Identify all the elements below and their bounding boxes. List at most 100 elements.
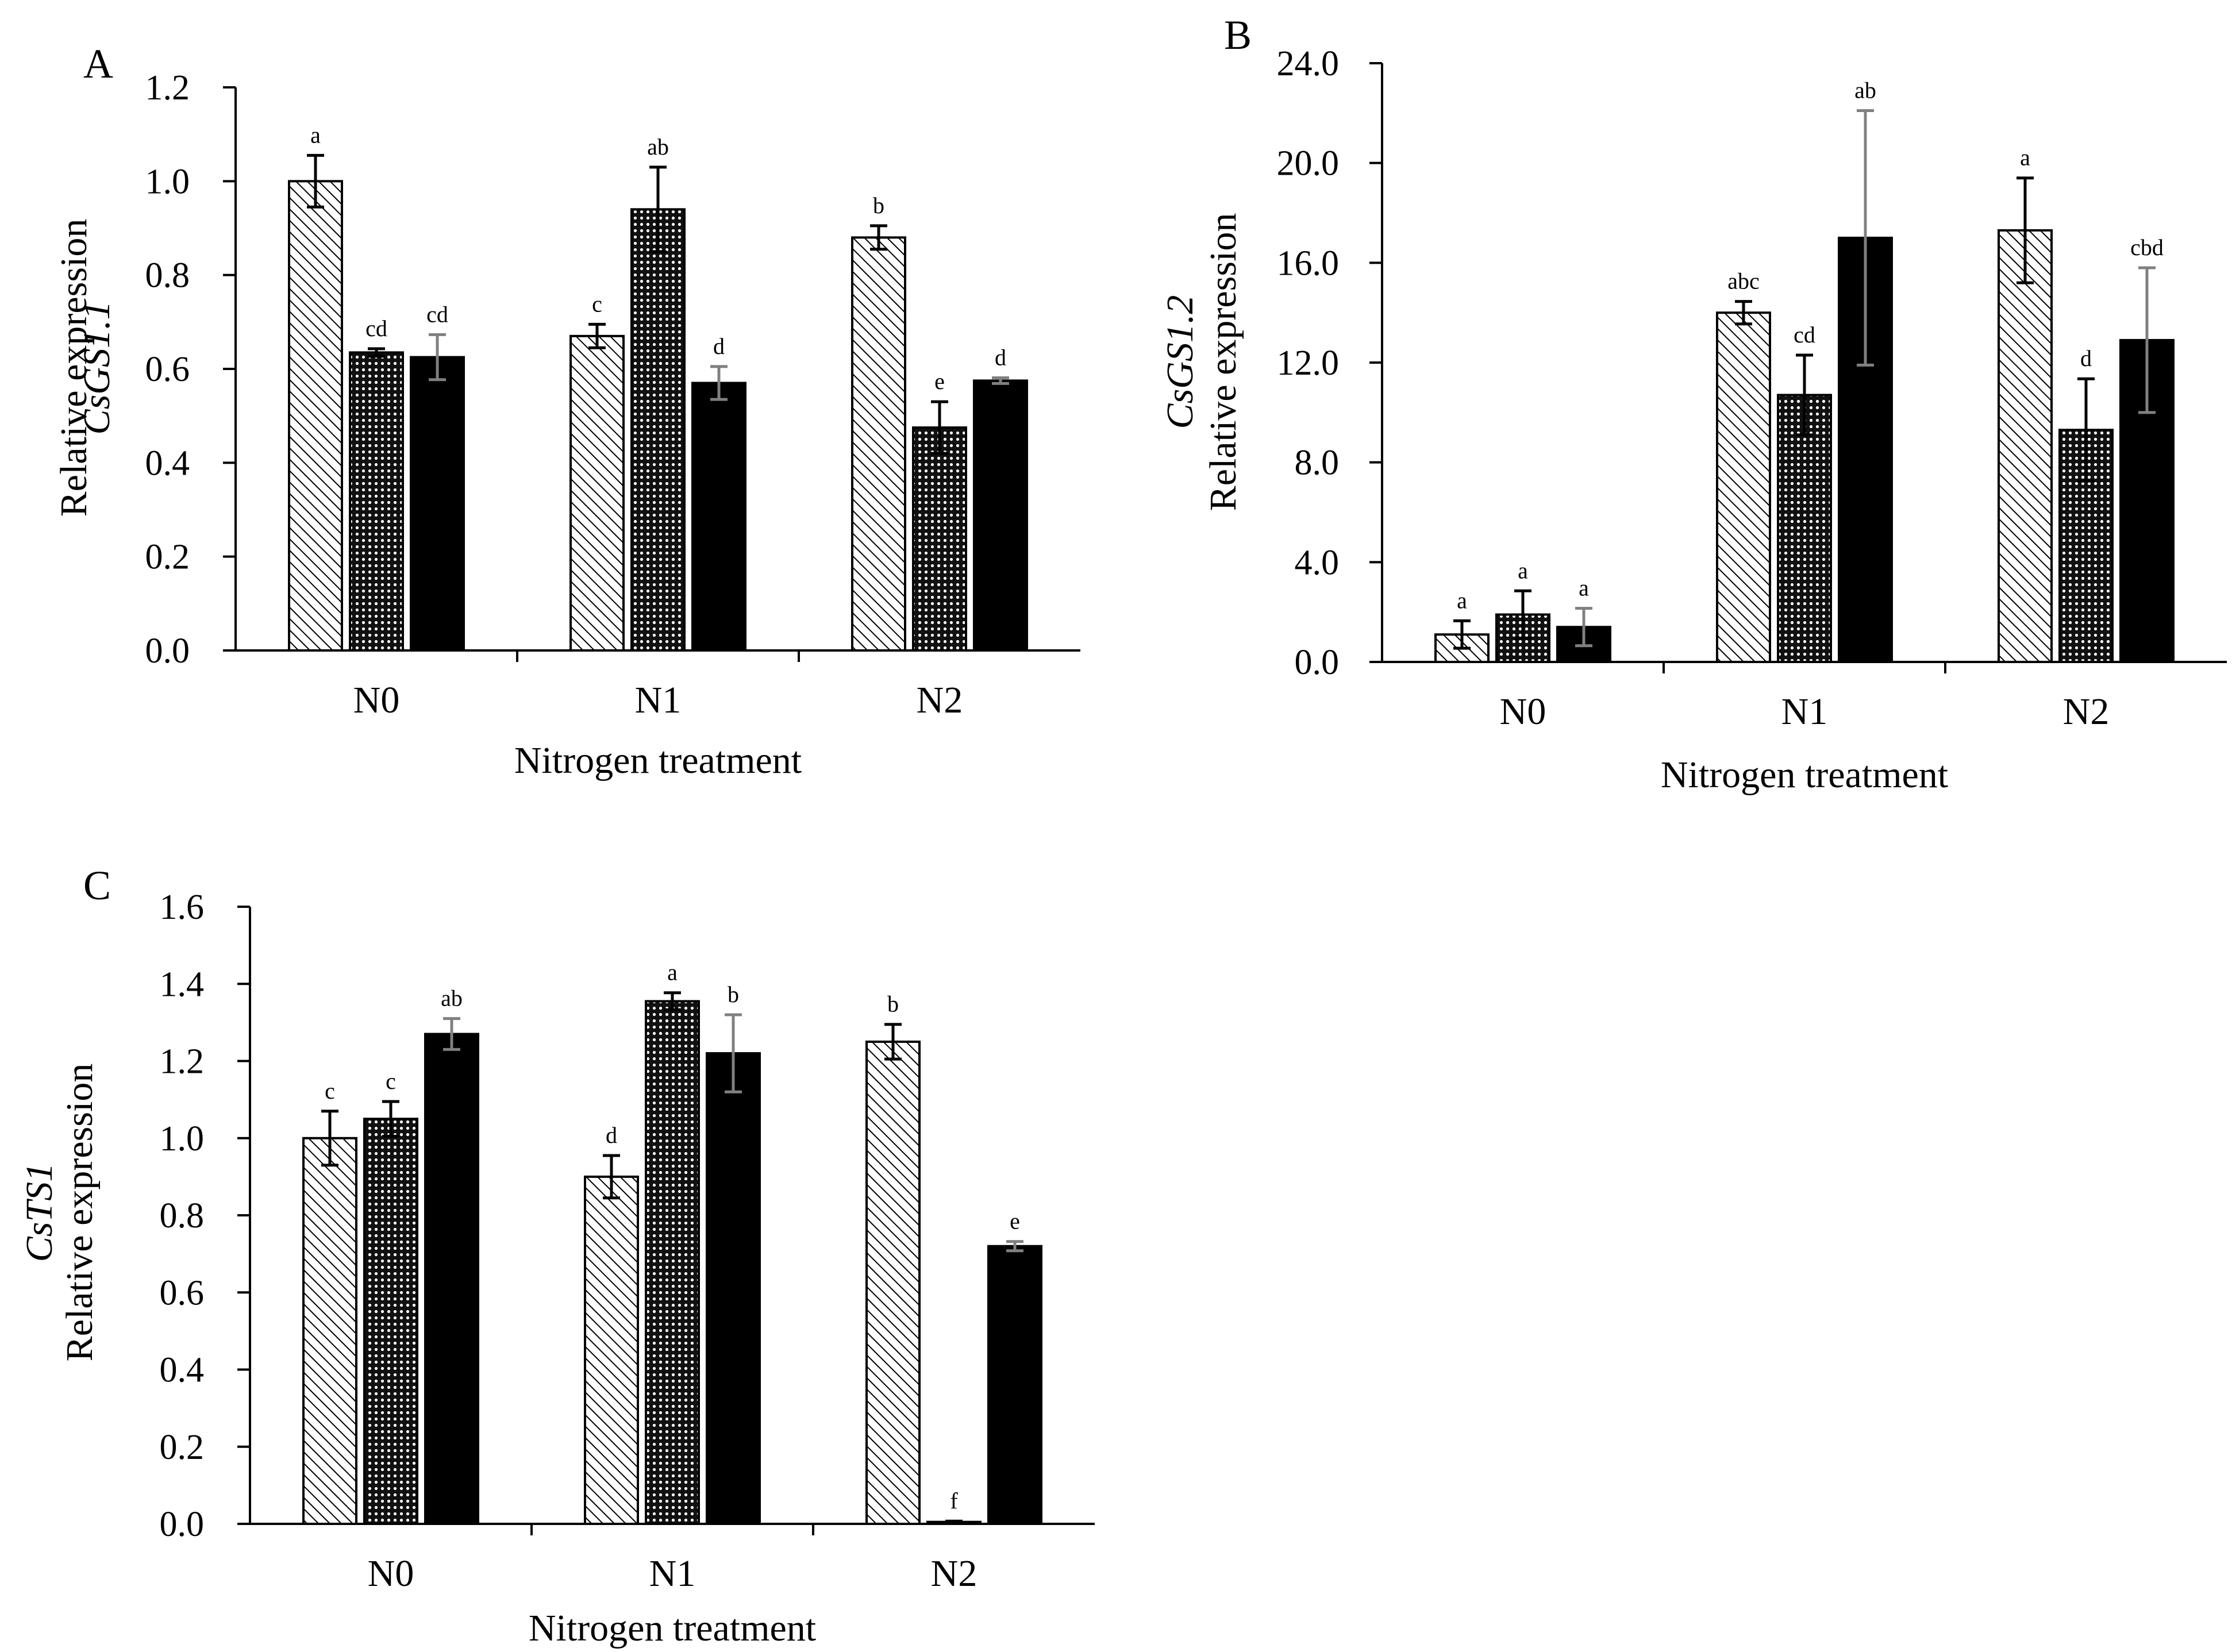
significance-label: a (1579, 575, 1589, 601)
y-tick-label: 0.6 (160, 1273, 205, 1312)
significance-label: c (386, 1068, 396, 1094)
y-tick-label: 1.0 (145, 162, 190, 201)
x-tick-label: N1 (635, 679, 682, 721)
error-bar (1735, 300, 1752, 326)
significance-label: cd (1794, 322, 1815, 348)
y-axis-title: Relative expression (59, 1064, 101, 1362)
gene-name-label: CsGS1.1 (76, 301, 118, 435)
error-bar (1857, 109, 1874, 367)
bar (645, 1000, 700, 1526)
x-tick-label: N1 (1781, 691, 1828, 733)
y-tick-label: 0.6 (145, 350, 190, 389)
error-bar (710, 365, 728, 401)
y-tick-label: 0.4 (145, 444, 190, 483)
panel-letter: A (83, 41, 113, 87)
panel-letter: B (1224, 12, 1252, 58)
significance-label: a (1518, 557, 1528, 583)
y-tick-label: 4.0 (1295, 543, 1340, 582)
bar (584, 1175, 639, 1525)
error-bar (429, 333, 446, 382)
bar (1716, 311, 1771, 663)
y-tick-label: 1.2 (160, 1042, 205, 1081)
bar (1777, 394, 1832, 663)
error-bar (725, 1013, 742, 1093)
y-tick-label: 1.2 (145, 68, 190, 107)
significance-label: b (887, 991, 899, 1017)
error-bar (588, 322, 606, 349)
significance-label: abc (1727, 268, 1760, 294)
error-bar (664, 991, 681, 1011)
y-tick-label: 0.0 (160, 1505, 205, 1544)
bar (1998, 229, 2053, 663)
significance-label: e (934, 368, 945, 394)
y-tick-label: 0.4 (160, 1351, 205, 1390)
bar (973, 379, 1028, 652)
error-bar (368, 347, 385, 358)
x-axis-title: Nitrogen treatment (514, 740, 802, 781)
bar (706, 1052, 761, 1525)
x-axis-title: Nitrogen treatment (1661, 754, 1948, 796)
bar (851, 236, 906, 652)
bar (288, 180, 343, 652)
error-bar (2017, 176, 2034, 284)
bar (865, 1040, 921, 1525)
significance-label: a (667, 960, 678, 985)
y-axis-title: Relative expression (1202, 213, 1244, 511)
x-tick-label: N0 (353, 679, 400, 721)
chart-panel-c: C 0.0 0.2 0.4 0.6 0.8 1.0 1.2 1.4 1.6 N0 N1 N2 Nitrog… (18, 862, 1095, 1649)
bar (302, 1137, 357, 1525)
x-tick-label: N0 (1500, 691, 1546, 733)
y-tick-label: 0.0 (145, 631, 190, 671)
gene-name-label: CsGS1.2 (1159, 295, 1201, 429)
chart-panel-a: A 0.0 0.2 0.4 0.6 0.8 1.0 1.2 N0 N1 N2 Nitrogen tre… (53, 41, 1080, 781)
significance-label: c (325, 1078, 335, 1104)
error-bar (931, 400, 948, 455)
y-tick-label: 8.0 (1295, 444, 1340, 483)
y-tick-label: 1.0 (160, 1119, 205, 1158)
error-bar (443, 1017, 460, 1051)
chart-panel-b: B 0.0 4.0 8.0 12.0 16.0 20.0 24.0 N0 N1 N2 Nitrogen… (1159, 12, 2227, 796)
significance-label: cbd (2130, 234, 2164, 260)
significance-label: ab (441, 985, 463, 1011)
y-tick-label: 0.8 (145, 256, 190, 295)
significance-label: d (606, 1122, 617, 1148)
significance-label: cd (426, 301, 448, 327)
y-tick-label: 20.0 (1277, 144, 1340, 183)
error-bar (603, 1154, 620, 1200)
x-tick-label: N1 (649, 1553, 696, 1595)
significance-label: a (310, 122, 321, 148)
significance-label: ab (1854, 77, 1876, 103)
y-tick-label: 0.2 (145, 538, 190, 577)
error-bar (2138, 266, 2156, 414)
error-bar (884, 1023, 902, 1061)
significance-label: c (592, 291, 602, 317)
x-tick-label: N0 (368, 1553, 414, 1595)
x-axis-title: Nitrogen treatment (529, 1607, 816, 1649)
error-bar (321, 1110, 338, 1167)
bar (987, 1245, 1042, 1525)
bar (349, 351, 404, 652)
error-bar (649, 165, 667, 253)
y-tick-label: 12.0 (1277, 344, 1340, 383)
y-tick-label: 1.6 (160, 888, 205, 927)
significance-label: b (873, 192, 884, 218)
bar (912, 426, 967, 652)
x-tick-label: N2 (917, 679, 963, 721)
bar (569, 334, 625, 652)
y-tick-label: 16.0 (1277, 244, 1340, 283)
significance-label: e (1010, 1208, 1020, 1234)
error-bar (307, 153, 324, 209)
y-tick-label: 0.8 (160, 1196, 205, 1235)
y-tick-label: 0.2 (160, 1428, 205, 1467)
error-bar (1006, 1240, 1023, 1253)
x-tick-label: N2 (2063, 691, 2110, 733)
bar (363, 1118, 418, 1525)
bar (410, 356, 465, 652)
significance-label: b (728, 981, 739, 1007)
significance-label: a (2020, 145, 2030, 171)
bar (424, 1033, 479, 1525)
x-tick-label: N2 (931, 1553, 978, 1595)
panel-letter: C (83, 862, 111, 908)
error-bar (1453, 619, 1471, 650)
